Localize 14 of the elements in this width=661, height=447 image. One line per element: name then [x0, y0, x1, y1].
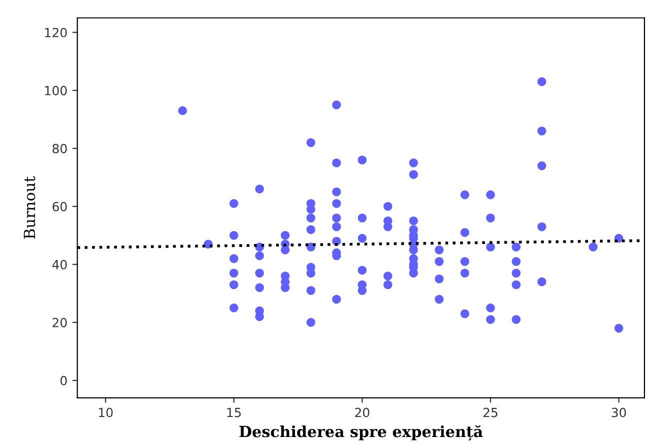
y-tick-label: 80 — [52, 144, 67, 154]
x-axis-title: Deschiderea spre experiență — [239, 425, 483, 441]
y-tick-label: 120 — [45, 28, 67, 38]
x-tick-label: 10 — [98, 408, 113, 418]
x-tick-label: 30 — [612, 408, 626, 418]
x-tick-label: 20 — [355, 408, 370, 418]
x-tick-label: 15 — [227, 408, 241, 418]
y-tick-label: 40 — [52, 260, 67, 270]
y-tick-label: 60 — [52, 202, 67, 212]
y-tick-label: 100 — [45, 86, 67, 96]
x-tick-label: 25 — [483, 408, 498, 418]
y-axis-title: Burnout — [24, 176, 36, 239]
y-tick-label: 0 — [60, 376, 67, 386]
y-tick-label: 20 — [52, 318, 67, 328]
